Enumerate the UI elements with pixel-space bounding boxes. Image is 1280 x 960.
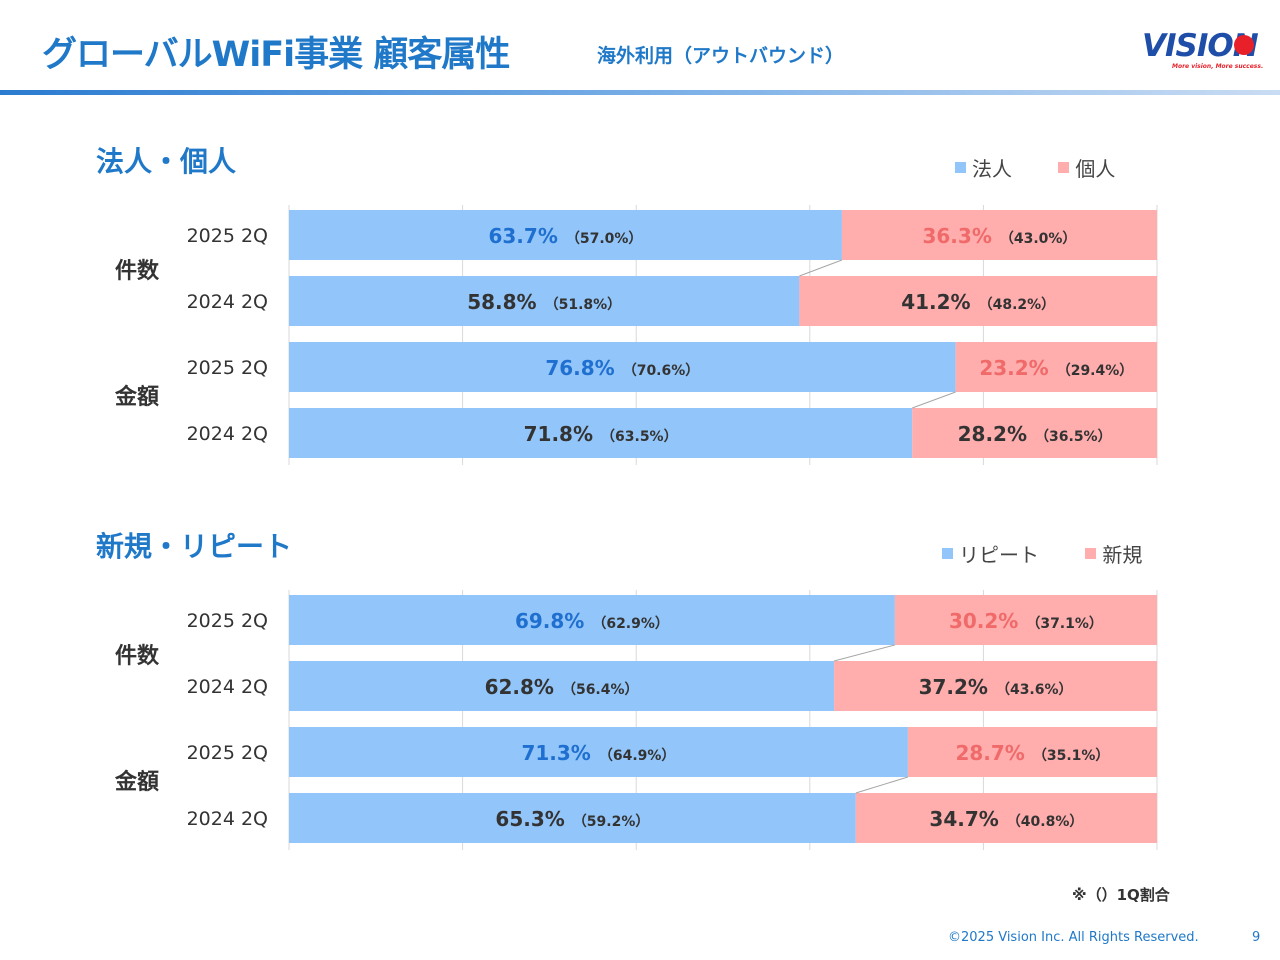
legend-item-repeat: リピート [942,539,1039,568]
group-label: 金額 [114,769,159,795]
series-connector [799,259,843,277]
bar-segment-repeat [289,661,835,711]
data-label: 71.8% （63.5%） [524,422,678,446]
category-label: 2025 2Q [187,225,268,247]
data-label: 62.8% （56.4%） [485,675,639,699]
bar-segment-individual [841,210,1157,260]
bar-segment-repeat [289,727,908,777]
legend-swatch-pink [1085,548,1097,559]
legend-swatch-pink [1058,162,1070,173]
page-title: グローバルWiFi事業 顧客属性 [42,35,510,75]
data-label: 34.7% （40.8%） [929,807,1083,831]
legend-swatch-blue [955,162,966,173]
footnote: ※（）1Q割合 [1072,886,1170,904]
series-connector [855,776,909,794]
category-label: 2024 2Q [187,423,268,445]
logo-tagline: More vision, More success. [1172,63,1263,70]
logo-dot [1234,35,1254,55]
legend-swatch-blue [942,548,953,559]
slide-header: グローバルWiFi事業 顧客属性 海外利用（アウトバウンド） VISION Mo… [0,0,1280,96]
bar-segment-new [855,793,1157,843]
series-connector [833,644,895,662]
page-number: 9 [1252,930,1261,945]
category-label: 2025 2Q [187,357,268,379]
bar-segment-repeat [289,595,895,645]
group-label: 金額 [114,384,159,410]
data-label: 41.2% （48.2%） [901,290,1055,314]
chart2-legend: リピート 新規 [942,539,1142,568]
legend-label: 法人 [972,157,1012,181]
chart2-title: 新規・リピート [96,530,293,563]
data-label: 69.8% （62.9%） [515,609,669,633]
page-subtitle: 海外利用（アウトバウンド） [597,45,845,67]
data-label: 23.2% （29.4%） [979,356,1133,380]
data-label: 58.8% （51.8%） [467,290,621,314]
bar-segment-new [907,727,1157,777]
group-label: 件数 [115,258,160,284]
bar-segment-repeat [289,793,856,843]
data-label: 76.8% （70.6%） [545,356,699,380]
bar-segment-corporate [289,276,800,326]
category-label: 2024 2Q [187,291,268,313]
chart1-legend: 法人 個人 [955,153,1115,182]
legend-item-individual: 個人 [1058,153,1115,182]
legend-label: リピート [959,543,1039,567]
legend-item-corporate: 法人 [955,153,1012,182]
category-label: 2025 2Q [187,610,268,632]
data-label: 37.2% （43.6%） [919,675,1073,699]
data-label: 28.7% （35.1%） [955,741,1109,765]
data-label: 36.3% （43.0%） [922,224,1076,248]
category-label: 2024 2Q [187,808,268,830]
bar-segment-individual [955,342,1157,392]
data-label: 63.7% （57.0%） [488,224,642,248]
data-label: 28.2% （36.5%） [958,422,1112,446]
vision-logo: VISION More vision, More success. [1142,28,1263,70]
bar-segment-individual [912,408,1157,458]
data-label: 30.2% （37.1%） [949,609,1103,633]
series-connector [912,391,956,409]
copyright: ©2025 Vision Inc. All Rights Reserved. [948,930,1199,945]
legend-label: 新規 [1102,543,1143,567]
chart1-title: 法人・個人 [96,145,237,178]
bar-segment-corporate [289,408,913,458]
bar-segment-new [894,595,1157,645]
category-label: 2025 2Q [187,742,268,764]
data-label: 71.3% （64.9%） [521,741,675,765]
bar-segment-individual [799,276,1157,326]
bar-segment-corporate [289,210,842,260]
group-label: 件数 [115,643,160,669]
header-divider [0,90,1280,95]
category-label: 2024 2Q [187,676,268,698]
bar-segment-corporate [289,342,956,392]
legend-label: 個人 [1075,157,1116,181]
bar-segment-new [834,661,1157,711]
legend-item-new: 新規 [1085,539,1142,568]
data-label: 65.3% （59.2%） [495,807,649,831]
